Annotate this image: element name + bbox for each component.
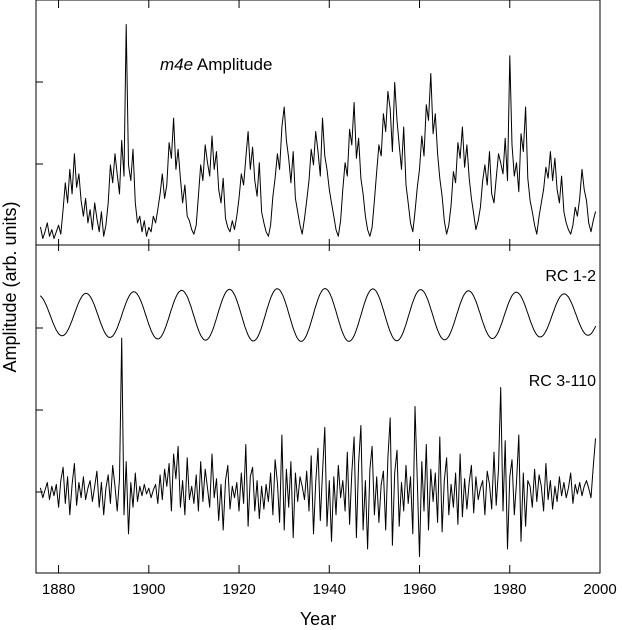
x-axis-ticks <box>58 0 601 573</box>
x-tick-label: 1980 <box>493 581 526 598</box>
panel-label-rc-3-110: RC 3-110 <box>529 373 596 390</box>
x-tick-label: 2000 <box>583 581 616 598</box>
rc-1-2-line <box>40 288 596 342</box>
panel-label-m4e-amplitude: m4e Amplitude <box>160 55 272 74</box>
x-tick-label: 1940 <box>313 581 346 598</box>
y-axis-label: Amplitude (arb. units) <box>0 201 20 372</box>
x-axis-tick-labels: 1880 1900 1920 1940 1960 1980 2000 <box>42 581 617 598</box>
m4e-amplitude-line <box>40 24 596 239</box>
x-tick-label: 1900 <box>132 581 165 598</box>
x-axis-label: Year <box>300 609 336 629</box>
plot-frame <box>35 0 601 574</box>
rc-3-110-line <box>40 337 596 558</box>
x-tick-label: 1960 <box>403 581 436 598</box>
panel-label-rc-1-2: RC 1-2 <box>545 268 596 285</box>
x-tick-label: 1880 <box>42 581 75 598</box>
y-axis-ticks <box>36 0 43 574</box>
x-tick-label: 1920 <box>222 581 255 598</box>
